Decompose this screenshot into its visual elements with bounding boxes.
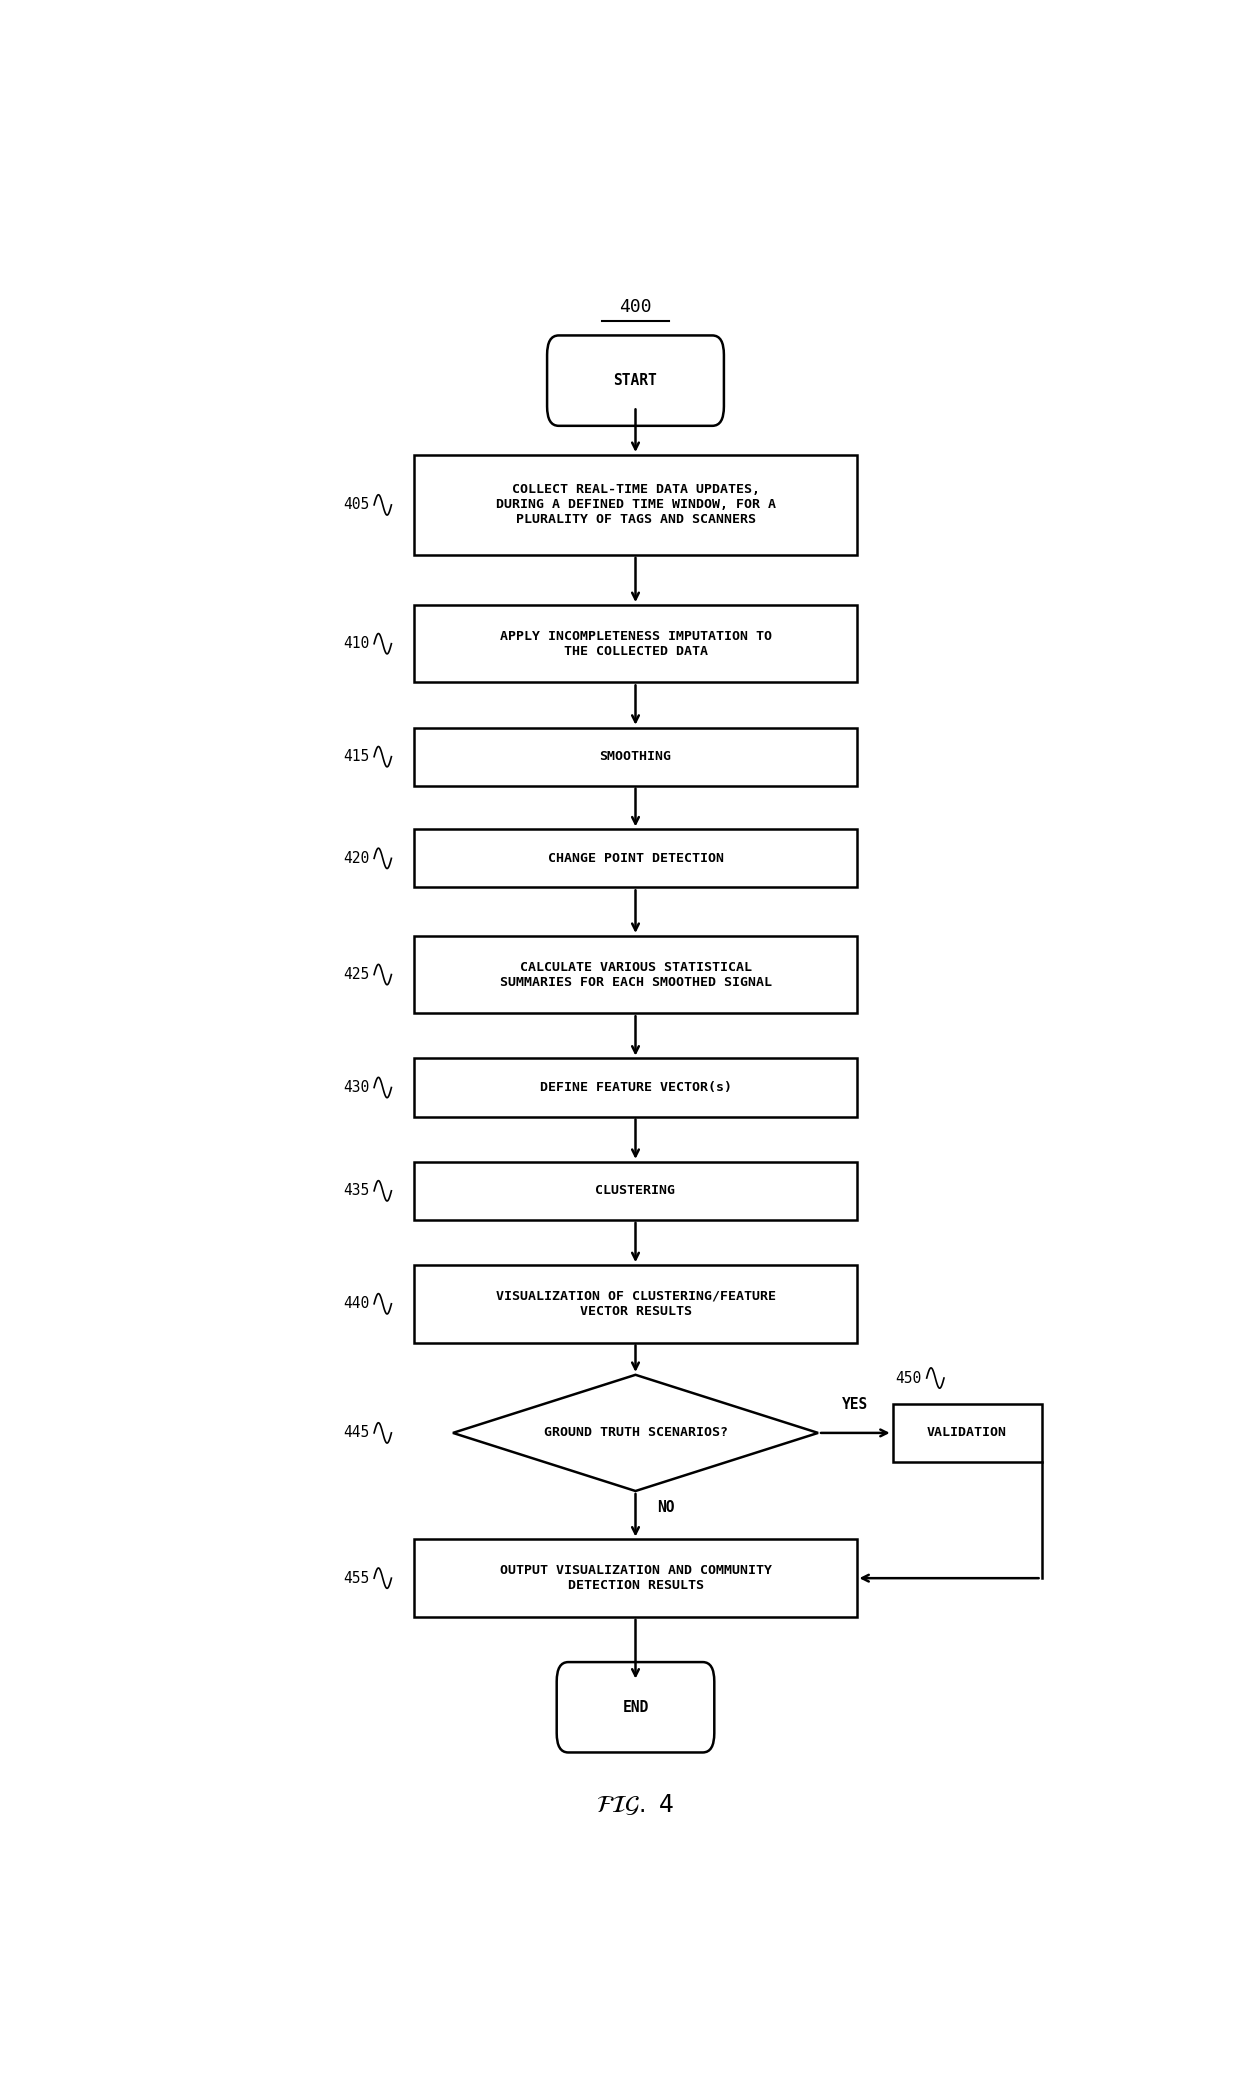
- Text: 440: 440: [343, 1295, 370, 1312]
- Bar: [414, 1538, 857, 1616]
- Text: DEFINE FEATURE VECTOR(s): DEFINE FEATURE VECTOR(s): [539, 1082, 732, 1094]
- Text: VALIDATION: VALIDATION: [928, 1427, 1007, 1440]
- Text: $\mathcal{FIG}.\ 4$: $\mathcal{FIG}.\ 4$: [596, 1792, 675, 1817]
- Bar: [414, 1266, 857, 1344]
- Bar: [893, 1404, 1042, 1463]
- Text: 435: 435: [343, 1184, 370, 1199]
- Text: OUTPUT VISUALIZATION AND COMMUNITY
DETECTION RESULTS: OUTPUT VISUALIZATION AND COMMUNITY DETEC…: [500, 1564, 771, 1593]
- Bar: [414, 935, 857, 1012]
- Bar: [414, 830, 857, 887]
- Text: START: START: [614, 373, 657, 388]
- Bar: [414, 606, 857, 683]
- Text: SMOOTHING: SMOOTHING: [599, 750, 672, 763]
- Text: YES: YES: [842, 1396, 868, 1413]
- Text: 455: 455: [343, 1570, 370, 1587]
- Text: 405: 405: [343, 497, 370, 511]
- Text: 410: 410: [343, 637, 370, 652]
- FancyBboxPatch shape: [557, 1662, 714, 1752]
- Text: 415: 415: [343, 748, 370, 765]
- Text: END: END: [622, 1700, 649, 1715]
- Text: APPLY INCOMPLETENESS IMPUTATION TO
THE COLLECTED DATA: APPLY INCOMPLETENESS IMPUTATION TO THE C…: [500, 629, 771, 658]
- Text: NO: NO: [657, 1499, 675, 1515]
- Bar: [414, 1161, 857, 1220]
- Text: CALCULATE VARIOUS STATISTICAL
SUMMARIES FOR EACH SMOOTHED SIGNAL: CALCULATE VARIOUS STATISTICAL SUMMARIES …: [500, 960, 771, 989]
- Text: CHANGE POINT DETECTION: CHANGE POINT DETECTION: [548, 851, 723, 866]
- Text: 400: 400: [619, 298, 652, 316]
- Text: COLLECT REAL-TIME DATA UPDATES,
DURING A DEFINED TIME WINDOW, FOR A
PLURALITY OF: COLLECT REAL-TIME DATA UPDATES, DURING A…: [496, 484, 775, 526]
- Text: 445: 445: [343, 1425, 370, 1440]
- FancyBboxPatch shape: [547, 335, 724, 425]
- Polygon shape: [453, 1375, 818, 1490]
- Text: 425: 425: [343, 966, 370, 983]
- Text: 430: 430: [343, 1079, 370, 1094]
- Text: 420: 420: [343, 851, 370, 866]
- Text: GROUND TRUTH SCENARIOS?: GROUND TRUTH SCENARIOS?: [543, 1427, 728, 1440]
- Bar: [414, 1058, 857, 1117]
- Text: CLUSTERING: CLUSTERING: [595, 1184, 676, 1197]
- Text: VISUALIZATION OF CLUSTERING/FEATURE
VECTOR RESULTS: VISUALIZATION OF CLUSTERING/FEATURE VECT…: [496, 1289, 775, 1318]
- Text: 450: 450: [895, 1371, 921, 1385]
- Bar: [414, 455, 857, 555]
- Bar: [414, 727, 857, 786]
